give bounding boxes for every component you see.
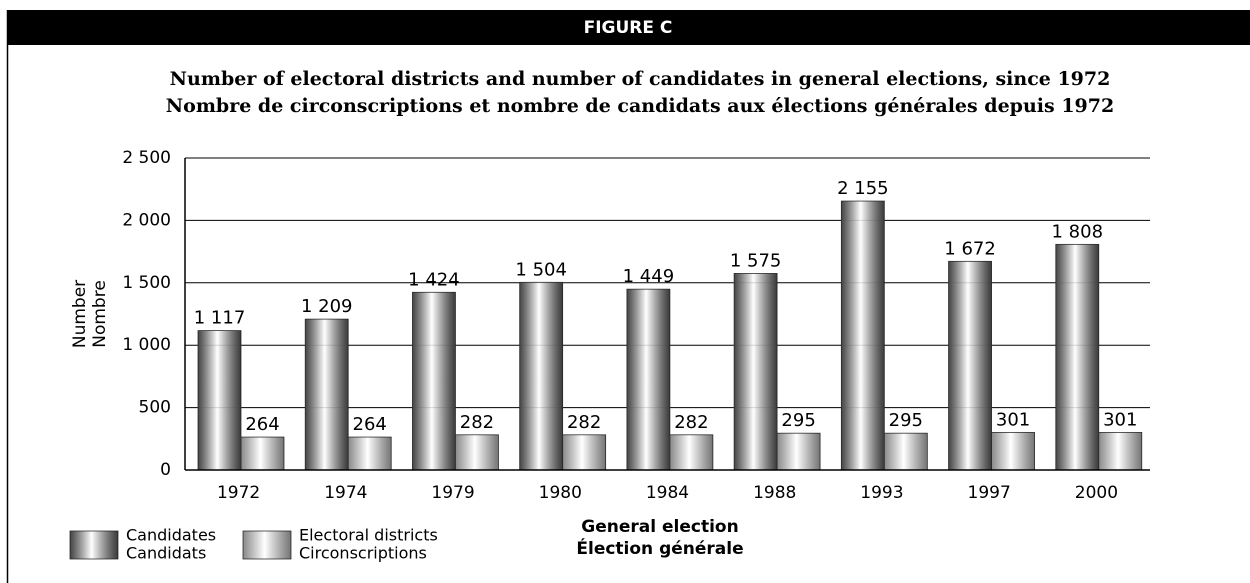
bar-shade (305, 319, 349, 470)
y-axis-label: Number (70, 280, 90, 348)
x-tick-label: 1984 (646, 483, 689, 503)
value-label: 1 672 (944, 238, 996, 259)
bar-shade (198, 330, 241, 470)
value-label: 1 504 (515, 259, 567, 280)
legend-swatch-shade (243, 531, 291, 559)
y-tick-label: 0 (160, 460, 171, 480)
legend-label: Electoral districts (299, 526, 438, 545)
chart-title: Number of electoral districts and number… (170, 68, 1111, 90)
value-label: 295 (889, 410, 923, 431)
bar-shade (841, 201, 885, 470)
x-tick-label: 1993 (860, 483, 903, 503)
bar-shade (412, 292, 456, 470)
bar-shade (455, 434, 499, 470)
legend-swatch-shade (70, 531, 118, 559)
y-axis-label: Nombre (90, 280, 110, 348)
x-tick-label: 2000 (1075, 483, 1118, 503)
value-label: 264 (353, 414, 387, 435)
header-title: FIGURE C (584, 18, 673, 38)
bar-shade (519, 282, 563, 470)
x-tick-label: 1972 (217, 483, 260, 503)
value-label: 1 424 (408, 269, 460, 290)
x-tick-label: 1979 (431, 483, 474, 503)
legend-label: Candidates (126, 526, 216, 545)
legend-label: Circonscriptions (299, 544, 427, 563)
value-label: 1 808 (1052, 221, 1104, 242)
value-label: 282 (460, 412, 494, 433)
x-axis-label: Élection générale (576, 537, 743, 559)
value-label: 1 575 (730, 250, 782, 271)
x-tick-label: 1980 (539, 483, 582, 503)
bar-shade (1098, 432, 1142, 470)
chart-subtitle: Nombre de circonscriptions et nombre de … (166, 95, 1114, 117)
header-bar (7, 10, 1250, 45)
y-tick-label: 2 000 (122, 210, 171, 230)
bar-shade (626, 289, 670, 470)
bar-shade (1055, 244, 1099, 470)
value-label: 295 (781, 410, 815, 431)
value-label: 282 (674, 412, 708, 433)
y-tick-label: 500 (139, 398, 171, 418)
value-label: 301 (996, 409, 1030, 430)
value-label: 1 449 (623, 266, 675, 287)
value-label: 282 (567, 412, 601, 433)
x-tick-label: 1997 (968, 483, 1011, 503)
y-tick-label: 1 500 (122, 273, 171, 293)
y-tick-label: 1 000 (122, 335, 171, 355)
bar-shade (348, 437, 392, 470)
y-tick-label: 2 500 (122, 148, 171, 168)
legend-label: Candidats (126, 544, 206, 563)
x-tick-label: 1988 (753, 483, 796, 503)
value-label: 2 155 (837, 178, 889, 199)
bar-shade (948, 261, 992, 470)
x-axis-label: General election (581, 517, 738, 537)
bar-shade (777, 433, 821, 470)
value-label: 1 209 (301, 296, 353, 317)
bar-shade (562, 434, 606, 470)
x-tick-label: 1974 (324, 483, 367, 503)
value-label: 1 117 (194, 308, 246, 329)
bar-shade (884, 433, 928, 470)
value-label: 264 (245, 414, 279, 435)
bar-shade (241, 437, 284, 470)
value-label: 301 (1103, 409, 1137, 430)
bar-shade (991, 432, 1035, 470)
bar-shade (734, 273, 778, 470)
bar-shade (669, 434, 713, 470)
